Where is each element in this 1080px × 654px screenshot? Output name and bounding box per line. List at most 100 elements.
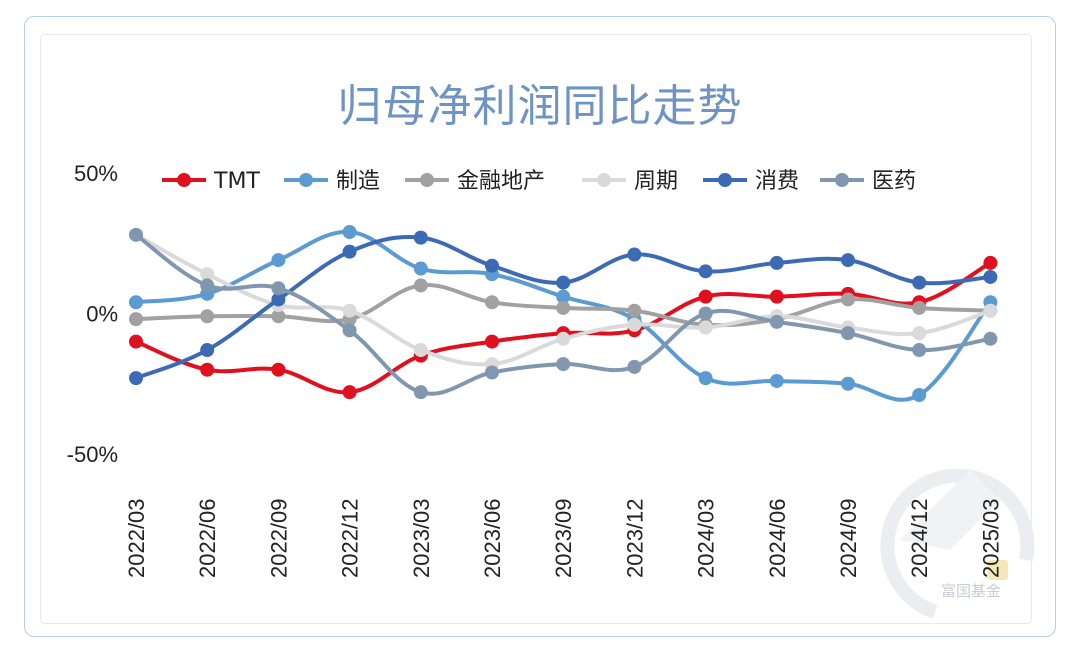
legend-item: TMT bbox=[162, 169, 260, 194]
data-point bbox=[129, 312, 143, 327]
data-point bbox=[413, 343, 428, 358]
data-point bbox=[200, 362, 215, 377]
data-point bbox=[912, 275, 927, 290]
data-point bbox=[769, 373, 784, 388]
legend-swatch-marker bbox=[177, 173, 191, 187]
x-tick-label: 2025/03 bbox=[978, 498, 1003, 578]
data-point bbox=[912, 343, 927, 358]
legend-swatch-marker bbox=[718, 173, 732, 187]
data-point bbox=[627, 303, 642, 318]
data-point bbox=[129, 334, 143, 349]
data-point bbox=[129, 371, 143, 386]
legend: TMT 制造 金融地产 周期 消费 医药 bbox=[162, 169, 916, 194]
data-point bbox=[983, 303, 998, 318]
legend-label: 医药 bbox=[872, 169, 916, 194]
data-point bbox=[912, 300, 927, 315]
data-point bbox=[983, 255, 998, 270]
data-point bbox=[627, 247, 642, 262]
legend-label: 金融地产 bbox=[457, 169, 545, 194]
data-point bbox=[485, 365, 499, 380]
data-point bbox=[912, 326, 927, 341]
data-point bbox=[698, 320, 713, 335]
data-point bbox=[841, 326, 855, 341]
x-tick-label: 2023/09 bbox=[551, 498, 576, 578]
data-point bbox=[556, 275, 571, 290]
legend-swatch-marker bbox=[835, 173, 849, 187]
data-point bbox=[342, 303, 357, 318]
x-tick-label: 2023/03 bbox=[409, 498, 434, 578]
x-tick-label: 2022/09 bbox=[266, 498, 291, 578]
data-point bbox=[200, 343, 215, 358]
data-point bbox=[485, 295, 499, 310]
data-point bbox=[129, 227, 143, 242]
data-point bbox=[200, 309, 215, 324]
x-tick-label: 2024/03 bbox=[694, 498, 719, 578]
y-tick-label: 50% bbox=[74, 161, 118, 186]
data-point bbox=[271, 253, 286, 268]
data-point bbox=[556, 357, 571, 372]
data-point bbox=[841, 253, 855, 268]
data-point bbox=[698, 264, 713, 279]
data-point bbox=[769, 289, 784, 304]
x-tick-label: 2024/12 bbox=[907, 498, 932, 578]
data-point bbox=[698, 306, 713, 321]
legend-item: 医药 bbox=[820, 169, 916, 194]
x-tick-label: 2022/03 bbox=[124, 498, 149, 578]
data-point bbox=[413, 278, 428, 293]
data-point bbox=[698, 371, 713, 386]
legend-label: TMT bbox=[213, 169, 260, 194]
data-point bbox=[129, 295, 143, 310]
data-point bbox=[413, 385, 428, 400]
legend-label: 消费 bbox=[755, 169, 799, 194]
data-point bbox=[200, 278, 215, 293]
legend-swatch-marker bbox=[299, 173, 313, 187]
data-point bbox=[556, 289, 571, 304]
legend-item: 消费 bbox=[703, 169, 799, 194]
data-point bbox=[200, 267, 215, 282]
data-point bbox=[271, 362, 286, 377]
y-axis: 50% 0% -50% bbox=[67, 161, 118, 467]
x-tick-label: 2024/09 bbox=[836, 498, 861, 578]
series-layer bbox=[129, 225, 998, 402]
data-point bbox=[413, 230, 428, 245]
y-tick-label: -50% bbox=[67, 442, 118, 467]
data-point bbox=[841, 292, 855, 307]
fuguo-logo-watermark: 富国基金 bbox=[880, 468, 1035, 619]
data-point bbox=[912, 387, 927, 402]
data-point bbox=[342, 225, 357, 240]
data-point bbox=[627, 359, 642, 374]
data-point bbox=[983, 331, 998, 346]
legend-item: 金融地产 bbox=[405, 169, 545, 194]
legend-item: 周期 bbox=[582, 169, 678, 194]
data-point bbox=[271, 292, 286, 307]
x-tick-label: 2024/06 bbox=[765, 498, 790, 578]
data-point bbox=[342, 385, 357, 400]
legend-label: 制造 bbox=[336, 169, 380, 194]
data-point bbox=[271, 281, 286, 296]
legend-swatch-marker bbox=[420, 173, 434, 187]
legend-swatch-marker bbox=[597, 173, 611, 187]
x-tick-label: 2023/12 bbox=[622, 498, 647, 578]
legend-label: 周期 bbox=[634, 169, 678, 194]
legend-item: 制造 bbox=[284, 169, 380, 194]
x-axis: 2022/03 2022/06 2022/09 2022/12 2023/03 2023/… bbox=[124, 498, 1003, 578]
data-point bbox=[841, 376, 855, 391]
data-point bbox=[627, 317, 642, 332]
data-point bbox=[698, 289, 713, 304]
chart-title: 归母净利润同比走势 bbox=[337, 81, 743, 132]
data-point bbox=[342, 323, 357, 338]
data-point bbox=[556, 331, 571, 346]
y-tick-label: 0% bbox=[86, 302, 118, 327]
data-point bbox=[271, 309, 286, 324]
series-group bbox=[129, 227, 998, 400]
series-group bbox=[129, 230, 998, 386]
watermark-text: 富国基金 bbox=[941, 582, 1001, 600]
data-point bbox=[485, 334, 499, 349]
data-point bbox=[769, 314, 784, 329]
data-point bbox=[485, 258, 499, 273]
x-tick-label: 2022/06 bbox=[195, 498, 220, 578]
data-point bbox=[342, 244, 357, 259]
data-point bbox=[983, 269, 998, 284]
data-point bbox=[413, 261, 428, 276]
